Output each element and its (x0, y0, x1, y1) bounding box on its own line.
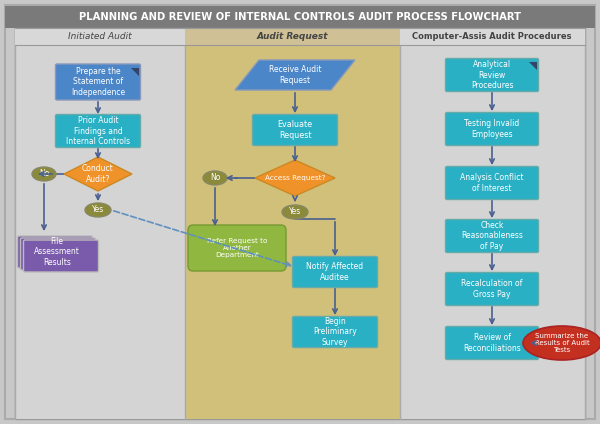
FancyBboxPatch shape (185, 28, 400, 45)
FancyBboxPatch shape (5, 6, 595, 28)
Text: PLANNING AND REVIEW OF INTERNAL CONTROLS AUDIT PROCESS FLOWCHART: PLANNING AND REVIEW OF INTERNAL CONTROLS… (79, 12, 521, 22)
FancyBboxPatch shape (445, 112, 539, 145)
FancyBboxPatch shape (20, 238, 95, 270)
Polygon shape (131, 68, 139, 76)
Polygon shape (64, 157, 132, 191)
FancyBboxPatch shape (15, 28, 185, 45)
Text: Analysis Conflict
of Interest: Analysis Conflict of Interest (460, 173, 524, 192)
Text: No: No (39, 170, 49, 179)
FancyBboxPatch shape (56, 114, 140, 148)
Text: Testing Invalid
Employees: Testing Invalid Employees (464, 119, 520, 139)
FancyBboxPatch shape (15, 28, 185, 419)
Text: Computer-Assis Audit Procedures: Computer-Assis Audit Procedures (412, 32, 572, 41)
Text: File
Assessment
Results: File Assessment Results (34, 237, 80, 267)
FancyBboxPatch shape (253, 114, 337, 145)
FancyBboxPatch shape (400, 28, 585, 419)
Polygon shape (529, 62, 537, 70)
Text: No: No (210, 173, 220, 182)
FancyBboxPatch shape (17, 236, 92, 268)
FancyBboxPatch shape (188, 225, 286, 271)
Text: Yes: Yes (289, 207, 301, 217)
Text: Access Request?: Access Request? (265, 175, 325, 181)
FancyBboxPatch shape (445, 167, 539, 200)
Text: Initiated Audit: Initiated Audit (68, 32, 132, 41)
Text: Summarize the
Results of Audit
Tests: Summarize the Results of Audit Tests (535, 333, 589, 353)
FancyBboxPatch shape (445, 59, 539, 92)
FancyBboxPatch shape (185, 28, 400, 419)
FancyBboxPatch shape (56, 64, 140, 100)
FancyBboxPatch shape (445, 273, 539, 306)
FancyBboxPatch shape (445, 220, 539, 253)
Ellipse shape (85, 203, 111, 217)
FancyBboxPatch shape (5, 5, 595, 419)
Ellipse shape (282, 205, 308, 219)
Ellipse shape (32, 167, 56, 181)
Text: Recalculation of
Gross Pay: Recalculation of Gross Pay (461, 279, 523, 298)
Text: Conduct
Audit?: Conduct Audit? (82, 165, 114, 184)
FancyBboxPatch shape (445, 326, 539, 360)
FancyBboxPatch shape (23, 240, 98, 272)
Text: Notify Affected
Auditee: Notify Affected Auditee (307, 262, 364, 282)
Text: Review of
Reconciliations: Review of Reconciliations (463, 333, 521, 353)
Text: Prior Audit
Findings and
Internal Controls: Prior Audit Findings and Internal Contro… (66, 116, 130, 146)
Text: Receive Audit
Request: Receive Audit Request (269, 65, 321, 85)
Text: Yes: Yes (92, 206, 104, 215)
Text: Prepare the
Statement of
Independence: Prepare the Statement of Independence (71, 67, 125, 97)
Text: Audit Request: Audit Request (256, 32, 328, 41)
Polygon shape (255, 160, 335, 196)
Text: Refer Request to
Another
Department: Refer Request to Another Department (207, 238, 267, 258)
Text: Check
Reasonableness
of Pay: Check Reasonableness of Pay (461, 221, 523, 251)
Ellipse shape (203, 171, 227, 185)
Polygon shape (235, 60, 355, 90)
FancyBboxPatch shape (293, 316, 377, 348)
FancyBboxPatch shape (293, 257, 377, 287)
Text: Analytical
Review
Procedures: Analytical Review Procedures (471, 60, 513, 90)
Text: Evaluate
Request: Evaluate Request (277, 120, 313, 139)
FancyBboxPatch shape (400, 28, 585, 45)
Text: Begin
Preliminary
Survey: Begin Preliminary Survey (313, 317, 357, 347)
Ellipse shape (523, 326, 600, 360)
